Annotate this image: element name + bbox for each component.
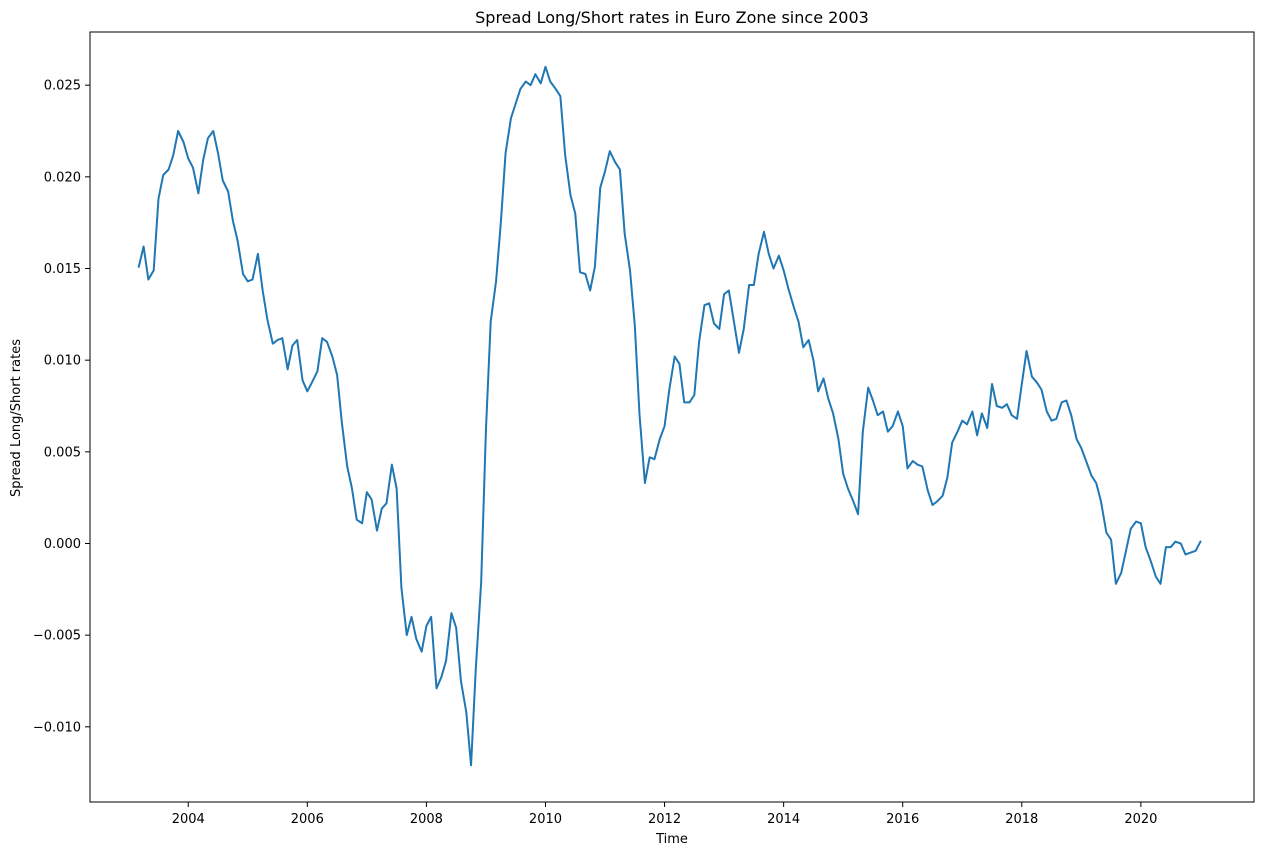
chart-title: Spread Long/Short rates in Euro Zone sin… (475, 8, 869, 27)
y-tick-label: 0.000 (44, 537, 81, 552)
y-axis: −0.010 −0.005 0.000 0.005 0.010 0.015 0.020 0.0… (33, 79, 90, 735)
x-tick-label: 2004 (172, 812, 205, 827)
x-axis: 2004 2006 2008 2010 2012 2014 2016 2018 2020 (172, 802, 1157, 827)
y-tick-label: −0.005 (33, 629, 81, 644)
x-tick-label: 2018 (1005, 812, 1038, 827)
y-axis-label: Spread Long/Short rates (9, 339, 24, 497)
x-tick-label: 2008 (410, 812, 443, 827)
x-tick-label: 2010 (529, 812, 562, 827)
x-tick-label: 2016 (886, 812, 919, 827)
x-tick-label: 2020 (1124, 812, 1157, 827)
axes-frame (89, 31, 1255, 803)
y-tick-label: 0.015 (44, 262, 81, 277)
y-tick-label: 0.025 (44, 79, 81, 94)
y-tick-label: −0.010 (33, 720, 81, 735)
x-axis-label: Time (655, 832, 688, 847)
series-line (137, 65, 1202, 767)
plot-area (137, 65, 1202, 767)
y-tick-label: 0.020 (44, 170, 81, 185)
y-tick-label: 0.005 (44, 445, 81, 460)
y-tick-label: 0.010 (44, 354, 81, 369)
x-tick-label: 2006 (291, 812, 324, 827)
x-tick-label: 2012 (648, 812, 681, 827)
x-tick-label: 2014 (767, 812, 800, 827)
